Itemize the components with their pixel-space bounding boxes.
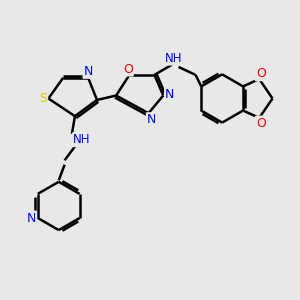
Text: O: O [256,117,266,130]
Text: O: O [256,67,266,80]
Text: S: S [39,92,47,105]
Text: N: N [27,212,36,224]
Text: O: O [123,62,133,76]
Text: NH: NH [165,52,182,64]
Text: N: N [83,65,93,78]
Text: NH: NH [73,133,90,146]
Text: N: N [147,113,156,126]
Text: N: N [165,88,174,100]
